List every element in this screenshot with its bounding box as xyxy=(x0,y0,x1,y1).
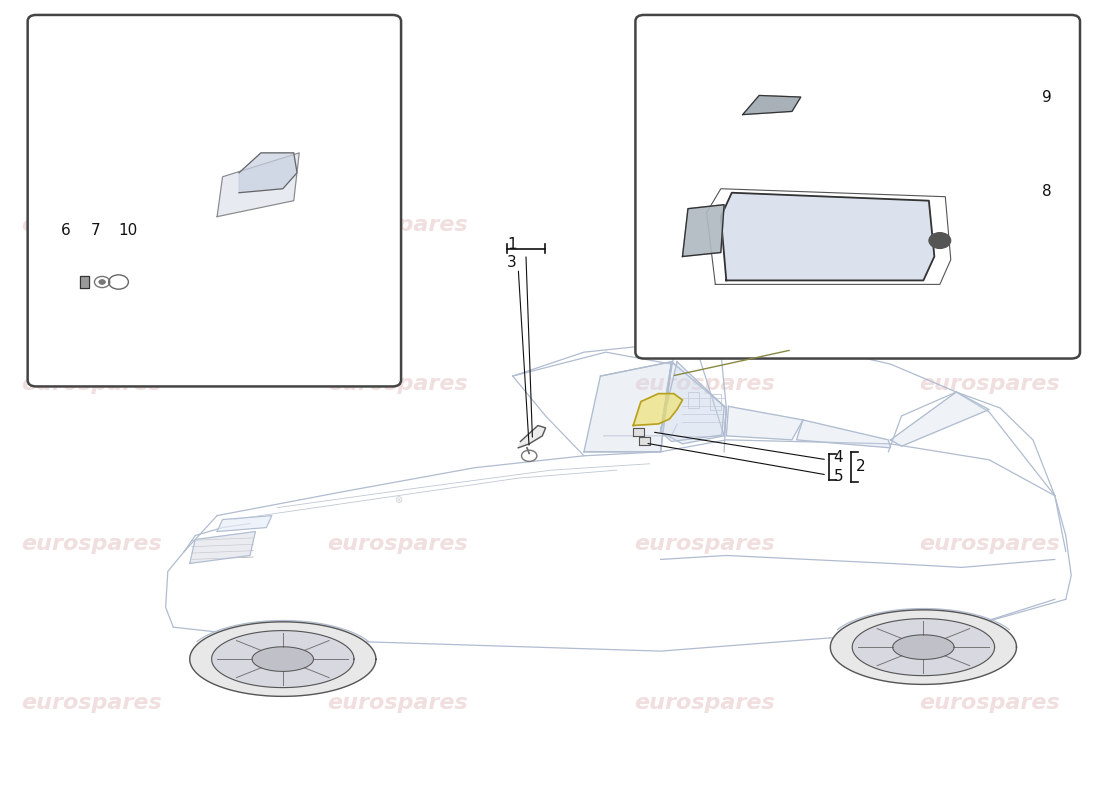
Text: eurospares: eurospares xyxy=(918,374,1059,394)
Polygon shape xyxy=(796,420,891,448)
Circle shape xyxy=(928,233,950,249)
Text: eurospares: eurospares xyxy=(918,534,1059,554)
Polygon shape xyxy=(217,515,272,531)
Text: 4: 4 xyxy=(834,450,844,465)
Text: eurospares: eurospares xyxy=(634,374,774,394)
Polygon shape xyxy=(852,618,994,676)
Text: eurospares: eurospares xyxy=(634,534,774,554)
Polygon shape xyxy=(211,630,354,687)
Polygon shape xyxy=(891,392,989,446)
Circle shape xyxy=(99,280,106,285)
Polygon shape xyxy=(742,95,801,114)
FancyBboxPatch shape xyxy=(28,15,401,386)
Text: eurospares: eurospares xyxy=(634,214,774,234)
Polygon shape xyxy=(584,362,671,452)
Text: ⊛: ⊛ xyxy=(394,494,402,505)
Polygon shape xyxy=(189,531,255,563)
Text: 6: 6 xyxy=(60,223,70,238)
Polygon shape xyxy=(252,647,314,671)
Text: 9: 9 xyxy=(1042,90,1052,105)
Polygon shape xyxy=(239,153,297,193)
Text: eurospares: eurospares xyxy=(328,374,469,394)
Polygon shape xyxy=(634,394,682,426)
Text: eurospares: eurospares xyxy=(328,693,469,713)
Text: eurospares: eurospares xyxy=(21,214,162,234)
Text: eurospares: eurospares xyxy=(328,214,469,234)
Text: eurospares: eurospares xyxy=(21,693,162,713)
Polygon shape xyxy=(893,635,954,659)
Text: 10: 10 xyxy=(119,223,138,238)
Text: 7: 7 xyxy=(91,223,101,238)
Text: eurospares: eurospares xyxy=(634,693,774,713)
Text: 8: 8 xyxy=(1042,184,1052,198)
Polygon shape xyxy=(661,362,724,442)
Polygon shape xyxy=(830,610,1016,685)
Text: 2: 2 xyxy=(856,459,865,474)
Text: eurospares: eurospares xyxy=(21,374,162,394)
Polygon shape xyxy=(190,622,376,696)
FancyBboxPatch shape xyxy=(636,15,1080,358)
Text: 5: 5 xyxy=(834,469,844,484)
Polygon shape xyxy=(518,426,546,448)
Polygon shape xyxy=(634,428,645,436)
Text: eurospares: eurospares xyxy=(21,534,162,554)
Text: eurospares: eurospares xyxy=(918,693,1059,713)
Text: eurospares: eurospares xyxy=(328,534,469,554)
Text: 1: 1 xyxy=(507,237,517,252)
Polygon shape xyxy=(720,193,934,281)
Polygon shape xyxy=(639,438,650,446)
Polygon shape xyxy=(80,276,89,288)
Polygon shape xyxy=(726,406,803,440)
Polygon shape xyxy=(217,153,299,217)
Text: eurospares: eurospares xyxy=(918,214,1059,234)
Polygon shape xyxy=(661,362,726,444)
Text: 3: 3 xyxy=(507,255,517,270)
Polygon shape xyxy=(682,205,724,257)
